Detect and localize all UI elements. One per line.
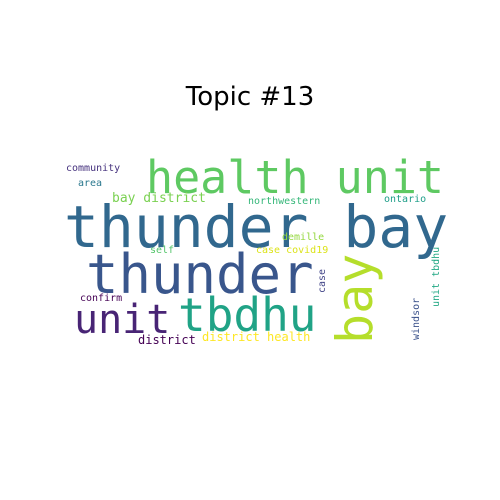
- word-case: case: [317, 268, 328, 293]
- word-demille: demille: [282, 232, 325, 243]
- word-windsor: windsor: [411, 297, 422, 340]
- word-unit: unit: [74, 297, 171, 343]
- word-self: self: [150, 245, 175, 256]
- word-northwestern: northwestern: [248, 196, 321, 207]
- word-thunder-bay: thunder bay: [64, 193, 449, 261]
- word-confirm: confirm: [80, 293, 123, 304]
- chart-title: Topic #13: [185, 82, 315, 112]
- word-district-health: district health: [202, 330, 311, 344]
- word-tbdhu: tbdhu: [178, 288, 317, 342]
- word-case-covid19: case covid19: [256, 245, 329, 256]
- word-unit-tbdhu: unit tbdhu: [431, 246, 442, 307]
- word-district: district: [138, 333, 196, 347]
- word-bay-district: bay district: [112, 191, 206, 206]
- word-cloud: health unit thunder bay thunder unit tbd…: [60, 150, 449, 350]
- word-health-unit: health unit: [146, 151, 445, 204]
- word-ontario: ontario: [384, 194, 427, 205]
- word-area: area: [78, 178, 103, 189]
- word-thunder: thunder: [86, 243, 314, 306]
- word-community: community: [66, 163, 121, 174]
- word-bay: bay: [326, 253, 384, 344]
